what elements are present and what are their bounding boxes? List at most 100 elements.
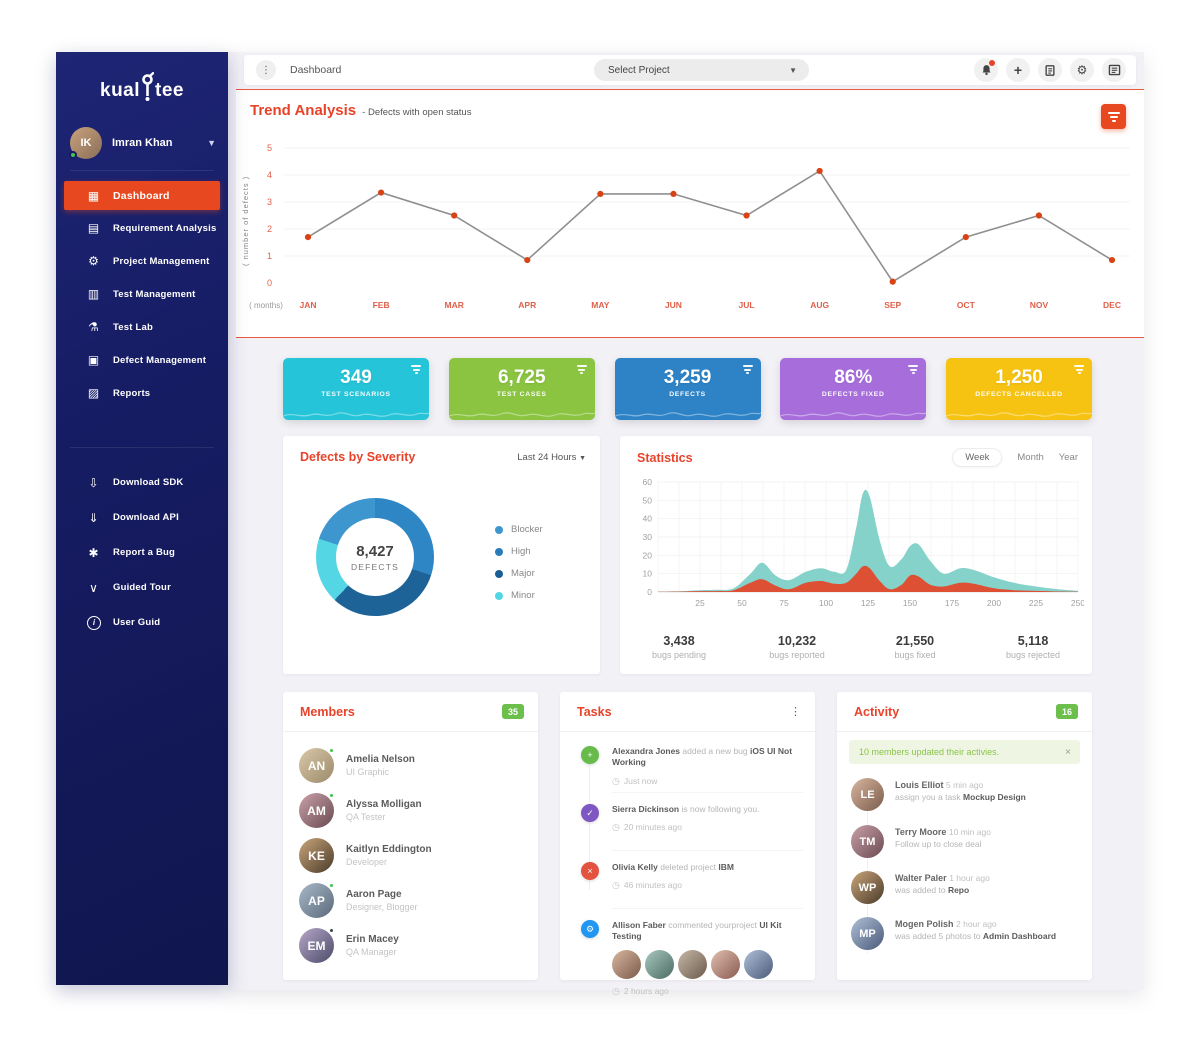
filter-icon: [908, 365, 919, 374]
notifications-bell-icon[interactable]: [974, 58, 998, 82]
tab-week[interactable]: Week: [952, 448, 1003, 467]
task-participants: [612, 949, 803, 979]
avatar: AN: [299, 747, 335, 783]
dashboard-icon: ▦: [87, 188, 100, 203]
close-icon[interactable]: ×: [1065, 746, 1071, 758]
list-item[interactable]: KE Kaitlyn Eddington Developer: [299, 838, 521, 873]
svg-text:40: 40: [643, 514, 653, 524]
user-profile[interactable]: IK Imran Khan ▼: [69, 124, 216, 162]
svg-text:APR: APR: [518, 300, 536, 310]
activity-title: Activity: [854, 704, 900, 719]
filter-icon[interactable]: [1101, 104, 1126, 129]
list-item[interactable]: MP Mogen Polish 2 hour ago was added 5 p…: [851, 917, 1079, 950]
svg-text:1: 1: [267, 251, 272, 261]
sidebar-item-requirement-analysis[interactable]: ▤ Requirement Analysis: [87, 221, 217, 235]
app-logo: kual tee: [56, 72, 228, 102]
sidebar-item-project-management[interactable]: ⚙ Project Management: [64, 246, 220, 276]
offline-status-dot: [328, 927, 335, 934]
trend-line-chart: 0 1 2 3 4 5 ( number of defects ) ( months) JAN F…: [241, 143, 1130, 310]
card-label: DEFECTS CANCELLED: [975, 391, 1063, 398]
statistics-area-chart: 0 10 20 30 40 50 60 25 50 75 100 125 150 175 200 225 250: [643, 477, 1084, 608]
card-test-cases[interactable]: 6,725 TEST CASES: [448, 358, 595, 420]
svg-text:200: 200: [987, 598, 1001, 608]
card-defects[interactable]: 3,259 DEFECTS: [614, 358, 761, 420]
svg-text:MAY: MAY: [591, 300, 609, 310]
card-label: TEST SCENARIOS: [321, 391, 391, 398]
sidebar-item-download-api[interactable]: ⇓ Download API: [64, 503, 220, 532]
sidebar-item-guided-tour[interactable]: ∨ Guided Tour: [64, 573, 220, 602]
list-item[interactable]: × Olivia Kelly deleted project IBM ◷ 46 m…: [560, 862, 815, 891]
more-kebab-icon[interactable]: ⋮: [790, 706, 801, 718]
settings-gear-icon[interactable]: ⚙: [1070, 58, 1094, 82]
bugs-reported-stat: 10,232 bugs reported: [769, 634, 825, 660]
time-range-dropdown[interactable]: Last 24 Hours ▼: [517, 451, 586, 463]
test-management-icon: ▥: [87, 287, 100, 301]
list-item[interactable]: AN Amelia Nelson UI Graphic: [299, 747, 521, 783]
card-label: TEST CASES: [496, 391, 547, 398]
sidebar-item-defect-management[interactable]: ▣ Defect Management: [87, 353, 207, 367]
card-test-scenarios[interactable]: 349 TEST SCENARIOS: [283, 358, 429, 420]
logo-text-right: tee: [155, 80, 184, 101]
list-item[interactable]: LE Louis Elliot 5 min ago assign you a t…: [851, 778, 1079, 811]
card-defects-cancelled[interactable]: 1,250 DEFECTS CANCELLED: [946, 358, 1092, 420]
tab-year[interactable]: Year: [1058, 452, 1078, 463]
list-item[interactable]: EM Erin Macey QA Manager: [299, 927, 521, 963]
tasks-panel: Tasks ⋮ + Alexandra Jones added a new bu…: [560, 692, 815, 996]
card-value: 86%: [834, 367, 873, 388]
activity-panel: Activity 16 10 members updated their act…: [837, 692, 1092, 980]
sidebar-item-download-sdk[interactable]: ⇩ Download SDK: [64, 468, 220, 497]
sidebar-item-dashboard[interactable]: ▦ Dashboard: [64, 181, 220, 210]
requirement-analysis-icon: ▤: [87, 221, 100, 235]
card-defects-fixed[interactable]: 86% DEFECTS FIXED: [780, 358, 927, 420]
sidebar-item-report-a-bug[interactable]: ✱ Report a Bug: [64, 538, 220, 567]
sidebar: kual tee IK Imran Khan ▼ ▦ Dashboard ▤ Re…: [56, 52, 228, 985]
svg-text:60: 60: [643, 477, 653, 487]
statistics-title: Statistics: [637, 450, 693, 465]
avatar: EM: [299, 927, 335, 963]
sidebar-item-test-lab[interactable]: ⚗ Test Lab: [64, 312, 220, 342]
test-lab-icon: ⚗: [88, 320, 99, 334]
svg-text:DEC: DEC: [1103, 300, 1121, 310]
chevron-down-icon[interactable]: ▼: [207, 138, 216, 148]
avatar: MP: [851, 917, 884, 950]
list-item[interactable]: ⚙ Allison Faber commented yourproject UI…: [560, 920, 815, 997]
tab-month[interactable]: Month: [1017, 452, 1044, 463]
list-item[interactable]: AM Alyssa Molligan QA Tester: [299, 792, 521, 828]
statistics-panel: Statistics Week Month Year 0 10 20 30 40 50 60…: [620, 436, 1092, 674]
add-task-icon: +: [581, 746, 599, 764]
console-list-icon[interactable]: [1102, 58, 1126, 82]
add-icon[interactable]: +: [1006, 58, 1030, 82]
legend-item-major: Major: [495, 568, 543, 579]
menu-kebab-icon[interactable]: ⋮: [256, 60, 276, 80]
svg-text:225: 225: [1029, 598, 1043, 608]
list-item[interactable]: ✓ Sierra Dickinson is now following you.…: [560, 804, 815, 833]
avatar: [744, 949, 773, 979]
svg-text:NOV: NOV: [1030, 300, 1049, 310]
clock-icon: ◷: [612, 985, 620, 996]
svg-text:MAR: MAR: [445, 300, 464, 310]
sidebar-item-user-guide[interactable]: i User Guid: [64, 608, 220, 637]
trend-subtitle: - Defects with open status: [362, 107, 472, 118]
avatar: KE: [299, 838, 334, 873]
divider: [70, 447, 214, 448]
download-api-icon: ⇓: [88, 510, 99, 525]
clock-icon: ◷: [612, 822, 620, 833]
sidebar-item-test-management[interactable]: ▥ Test Management: [87, 287, 196, 301]
svg-text:25: 25: [695, 598, 705, 608]
svg-text:5: 5: [267, 143, 272, 153]
card-label: DEFECTS FIXED: [821, 391, 885, 398]
sidebar-item-reports[interactable]: ▨ Reports: [87, 386, 151, 400]
document-icon[interactable]: [1038, 58, 1062, 82]
list-item[interactable]: TM Terry Moore 10 min ago Follow up to c…: [851, 825, 1079, 858]
card-label: DEFECTS: [669, 391, 706, 398]
topbar: ⋮ Dashboard Select Project ▼ + ⚙: [244, 55, 1136, 85]
list-item[interactable]: AP Aaron Page Designer, Blogger: [299, 882, 521, 918]
bugs-rejected-stat: 5,118 bugs rejected: [1005, 634, 1061, 660]
svg-text:0: 0: [267, 278, 272, 288]
divider: [70, 170, 214, 171]
list-item[interactable]: WP Walter Paler 1 hour ago was added to …: [851, 871, 1079, 904]
svg-text:JAN: JAN: [299, 300, 316, 310]
project-management-icon: ⚙: [88, 254, 99, 268]
project-select-dropdown[interactable]: Select Project ▼: [594, 59, 809, 81]
list-item[interactable]: + Alexandra Jones added a new bug iOS UI…: [560, 746, 815, 787]
